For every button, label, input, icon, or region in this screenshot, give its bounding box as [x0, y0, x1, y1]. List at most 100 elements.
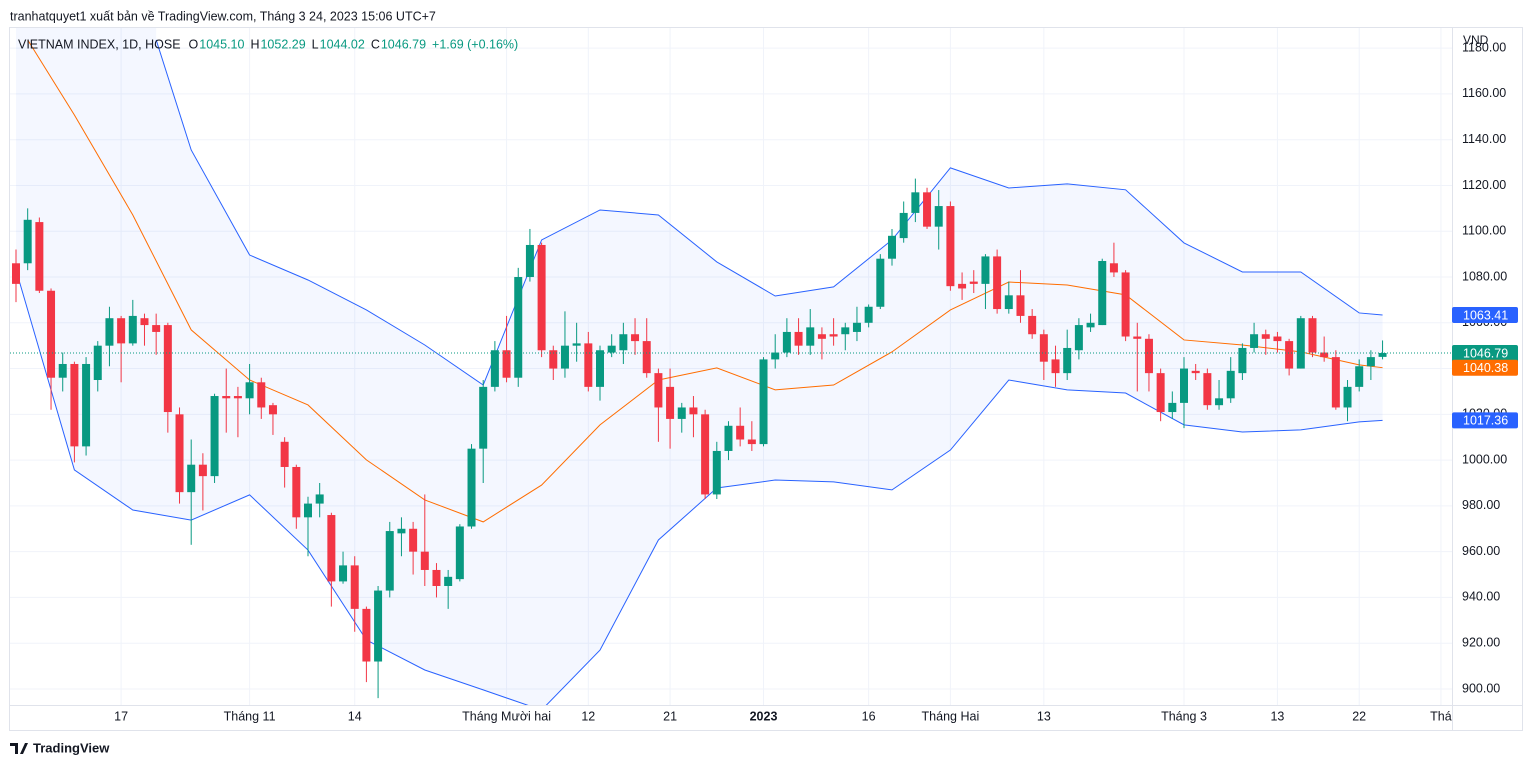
- candle-body: [1063, 347, 1072, 374]
- candle-body: [245, 382, 254, 399]
- candle-body: [1098, 260, 1107, 326]
- candle-body: [1378, 353, 1387, 357]
- candle-body: [1203, 373, 1212, 406]
- candle-body: [899, 212, 908, 239]
- candle-body: [841, 327, 850, 335]
- candle-body: [105, 318, 114, 346]
- candle-body: [1296, 318, 1305, 369]
- candle-body: [93, 345, 102, 381]
- candle-body: [1168, 402, 1177, 413]
- candle-body: [23, 219, 32, 264]
- candle-body: [1308, 318, 1317, 353]
- candle-body: [455, 526, 464, 580]
- ohlc-value: 1045.10: [199, 37, 244, 51]
- price-badge-label: 1017.36: [1463, 414, 1508, 428]
- candle-body: [1226, 370, 1235, 399]
- y-tick-label: 1000.00: [1462, 452, 1507, 466]
- candle-body: [432, 569, 441, 586]
- candle-body: [1156, 373, 1165, 413]
- candle-body: [981, 256, 990, 284]
- band-fill: [16, 28, 1383, 705]
- x-tick-label: Tháng Hai: [922, 709, 980, 723]
- candle-body: [923, 192, 932, 227]
- price-badge: [1452, 306, 1518, 323]
- candle-body: [467, 448, 476, 527]
- candle-body: [607, 345, 616, 353]
- x-tick-label: Tháng 11: [224, 709, 276, 723]
- candle-body: [128, 315, 137, 344]
- candle-body: [946, 206, 955, 287]
- candle-body: [712, 450, 721, 495]
- candle-body: [1331, 357, 1340, 408]
- candle-body: [525, 244, 534, 278]
- ohlc-key: O: [189, 37, 199, 51]
- candle-body: [993, 256, 1002, 310]
- candle-body: [677, 407, 686, 419]
- candle-body: [292, 466, 301, 518]
- x-tick-label: 12: [581, 709, 595, 723]
- x-tick-label: Thá: [1430, 709, 1452, 723]
- candle-body: [759, 359, 768, 445]
- x-tick-label: 21: [663, 709, 677, 723]
- candle-body: [1004, 295, 1013, 310]
- candle-body: [1366, 357, 1375, 367]
- y-tick-label: 1160.00: [1462, 86, 1506, 100]
- ohlc-key: L: [312, 37, 319, 51]
- candle-body: [1028, 315, 1037, 335]
- candle-body: [1238, 347, 1247, 374]
- y-tick-label: 1080.00: [1462, 269, 1507, 283]
- ohlc-value: 1052.29: [260, 37, 305, 51]
- candle-body: [444, 576, 453, 586]
- candle-body: [339, 565, 348, 582]
- logo-icon: [10, 743, 28, 754]
- candle-body: [666, 386, 675, 419]
- candle-body: [502, 350, 511, 378]
- x-tick-label: 22: [1352, 709, 1366, 723]
- x-tick-label: 17: [114, 709, 128, 723]
- candle-body: [1273, 336, 1282, 342]
- candle-body: [1086, 322, 1095, 328]
- plot: [10, 28, 1452, 705]
- candle-body: [490, 350, 499, 387]
- candle-body: [596, 350, 604, 387]
- candle-body: [806, 327, 815, 346]
- candle-body: [1016, 295, 1025, 316]
- candle-body: [58, 363, 67, 378]
- candle-body: [888, 235, 896, 259]
- ohlc-value: 1046.79: [381, 37, 426, 51]
- change: +1.69 (+0.16%): [432, 37, 518, 51]
- currency: VND: [1463, 33, 1489, 47]
- y-tick-label: 960.00: [1462, 544, 1500, 558]
- y-tick-label: 1100.00: [1462, 224, 1506, 238]
- header: tranhatquyet1 xuất bản về TradingView.co…: [10, 9, 436, 23]
- candle-body: [374, 590, 383, 662]
- candle-body: [187, 464, 196, 493]
- brand-logo: TradingView: [10, 740, 110, 755]
- x-tick-label: 13: [1270, 709, 1284, 723]
- candle-body: [934, 206, 943, 227]
- symbol-title: VIETNAM INDEX, 1D, HOSE: [18, 37, 181, 51]
- candle-body: [362, 608, 371, 662]
- y-tick-label: 900.00: [1462, 681, 1500, 695]
- candle-body: [315, 494, 324, 504]
- candle-body: [724, 425, 733, 451]
- candle-body: [876, 258, 885, 307]
- candle-body: [560, 345, 569, 369]
- price-badge-label: 1063.41: [1463, 308, 1508, 322]
- candle-body: [1051, 359, 1060, 374]
- candle-body: [350, 565, 359, 609]
- candle-body: [911, 192, 920, 213]
- candle-body: [47, 290, 56, 378]
- x-tick-label: Tháng Mười hai: [462, 709, 551, 723]
- candle-body: [1180, 368, 1188, 403]
- candle-body: [631, 334, 640, 342]
- candle-body: [829, 334, 838, 337]
- y-tick-label: 1120.00: [1462, 178, 1506, 192]
- candle-body: [117, 318, 126, 344]
- candle-body: [1215, 398, 1224, 406]
- candle-body: [584, 343, 593, 387]
- candle-body: [782, 331, 791, 353]
- candle-body: [1133, 336, 1142, 339]
- candle-body: [771, 352, 780, 360]
